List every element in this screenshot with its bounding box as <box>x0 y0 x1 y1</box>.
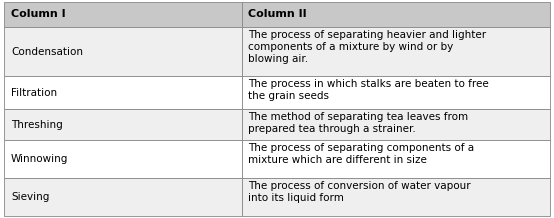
Text: The process of separating components of a
mixture which are different in size: The process of separating components of … <box>248 143 474 165</box>
Text: The process of separating heavier and lighter
components of a mixture by wind or: The process of separating heavier and li… <box>248 30 486 64</box>
Text: Threshing: Threshing <box>11 120 63 130</box>
Bar <box>4 140 242 178</box>
Bar <box>242 27 550 76</box>
Bar <box>4 109 242 140</box>
Bar <box>242 178 550 216</box>
Text: Column I: Column I <box>11 9 66 19</box>
Text: The process in which stalks are beaten to free
the grain seeds: The process in which stalks are beaten t… <box>248 78 489 100</box>
Bar <box>242 76 550 109</box>
Text: The method of separating tea leaves from
prepared tea through a strainer.: The method of separating tea leaves from… <box>248 112 468 134</box>
Bar <box>4 27 242 76</box>
Bar <box>4 178 242 216</box>
Text: Column II: Column II <box>248 9 307 19</box>
Text: Winnowing: Winnowing <box>11 154 69 164</box>
Text: Filtration: Filtration <box>11 88 57 98</box>
Text: Sieving: Sieving <box>11 192 49 202</box>
Text: The process of conversion of water vapour
into its liquid form: The process of conversion of water vapou… <box>248 181 471 203</box>
Bar <box>242 109 550 140</box>
Bar <box>242 2 550 27</box>
Bar <box>242 140 550 178</box>
Bar <box>4 2 242 27</box>
Bar <box>4 76 242 109</box>
Text: Condensation: Condensation <box>11 46 83 56</box>
